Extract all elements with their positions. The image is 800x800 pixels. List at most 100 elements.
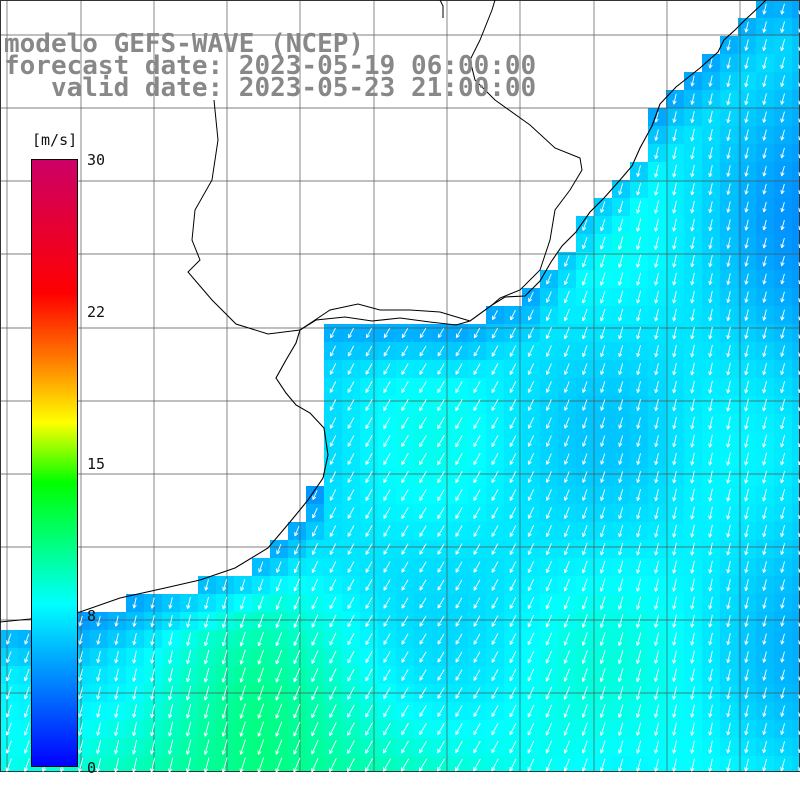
wind-arrow	[347, 614, 355, 628]
wind-arrow	[527, 453, 534, 465]
wind-arrow	[114, 633, 119, 645]
wind-arrow	[618, 290, 624, 304]
wind-arrow	[654, 200, 660, 214]
wind-arrow	[672, 164, 677, 178]
wind-arrow	[708, 578, 713, 592]
wind-arrow	[690, 146, 695, 160]
wind-cell	[792, 378, 800, 397]
wind-arrow	[636, 344, 642, 358]
wind-arrow	[636, 524, 642, 538]
wind-arrow	[383, 704, 391, 718]
wind-arrow	[654, 578, 660, 592]
wind-arrow	[672, 614, 677, 628]
wind-arrow	[545, 309, 552, 321]
wind-arrow	[654, 129, 659, 141]
wind-arrow	[708, 344, 713, 358]
wind-arrow	[401, 525, 409, 537]
wind-arrow	[690, 740, 695, 754]
wind-arrow	[599, 668, 606, 682]
wind-arrow	[744, 74, 749, 88]
wind-arrow	[654, 362, 659, 376]
wind-arrow	[132, 704, 137, 718]
wind-arrow	[419, 525, 427, 537]
wind-cell	[792, 720, 800, 739]
wind-arrow	[618, 776, 624, 790]
wind-arrow	[401, 507, 409, 519]
wind-arrow	[618, 560, 624, 574]
wind-arrow	[654, 542, 659, 556]
wind-arrow	[78, 633, 83, 645]
wind-arrow	[726, 291, 731, 304]
wind-arrow	[636, 200, 642, 214]
wind-arrow	[383, 722, 391, 736]
wind-arrow	[96, 757, 102, 773]
wind-arrow	[599, 254, 606, 268]
wind-arrow	[419, 615, 427, 627]
wind-arrow	[473, 489, 481, 502]
wind-arrow	[654, 308, 659, 322]
wind-arrow	[293, 757, 301, 773]
wind-arrow	[132, 722, 137, 737]
wind-arrow	[401, 345, 409, 357]
wind-arrow	[636, 399, 641, 411]
wind-arrow	[600, 290, 606, 304]
wind-arrow	[690, 75, 695, 87]
wind-arrow	[762, 380, 767, 394]
wind-arrow	[150, 686, 155, 700]
wind-arrow	[672, 524, 677, 538]
wind-arrow	[203, 739, 210, 755]
wind-arrow	[311, 596, 319, 610]
wind-arrow	[312, 525, 318, 537]
wind-arrow	[204, 614, 210, 628]
wind-arrow	[419, 434, 427, 448]
wind-arrow	[132, 775, 138, 791]
wind-arrow	[545, 327, 552, 340]
wind-arrow	[293, 775, 301, 791]
colorbar-tick-30: 30	[87, 151, 106, 169]
wind-arrow	[150, 615, 155, 628]
wind-arrow	[726, 57, 731, 69]
wind-arrow	[329, 561, 337, 574]
wind-arrow	[473, 543, 481, 555]
wind-arrow	[636, 308, 642, 322]
wind-arrow	[654, 758, 660, 772]
wind-arrow	[437, 705, 445, 717]
wind-arrow	[780, 255, 785, 267]
wind-arrow	[347, 327, 354, 339]
wind-arrow	[437, 651, 445, 663]
wind-arrow	[690, 524, 695, 538]
wind-arrow	[491, 722, 499, 736]
wind-arrow	[419, 651, 427, 663]
wind-arrow	[618, 542, 624, 556]
wind-arrow	[690, 506, 695, 520]
wind-arrow	[744, 542, 749, 556]
wind-arrow	[564, 471, 570, 483]
wind-arrow	[150, 704, 155, 719]
wind-arrow	[636, 758, 642, 772]
wind-arrow	[618, 183, 624, 195]
wind-arrow	[5, 722, 12, 736]
wind-arrow	[365, 651, 373, 664]
wind-arrow	[418, 758, 428, 772]
wind-arrow	[563, 578, 570, 592]
wind-arrow	[473, 740, 481, 754]
wind-arrow	[419, 597, 427, 609]
wind-arrow	[672, 470, 677, 484]
wind-arrow	[77, 775, 84, 791]
wind-arrow	[96, 722, 102, 736]
wind-arrow	[726, 686, 731, 700]
wind-arrow	[41, 776, 48, 791]
wind-arrow	[204, 579, 209, 591]
wind-arrow	[185, 721, 192, 737]
wind-arrow	[167, 775, 174, 791]
wind-arrow	[762, 434, 768, 448]
wind-arrow	[545, 543, 552, 556]
wind-arrow	[618, 471, 624, 483]
wind-arrow	[186, 650, 192, 665]
wind-arrow	[708, 380, 713, 394]
wind-arrow	[383, 345, 391, 357]
wind-arrow	[780, 75, 786, 87]
wind-arrow	[726, 740, 731, 754]
wind-arrow	[744, 362, 749, 376]
wind-arrow	[258, 578, 264, 592]
